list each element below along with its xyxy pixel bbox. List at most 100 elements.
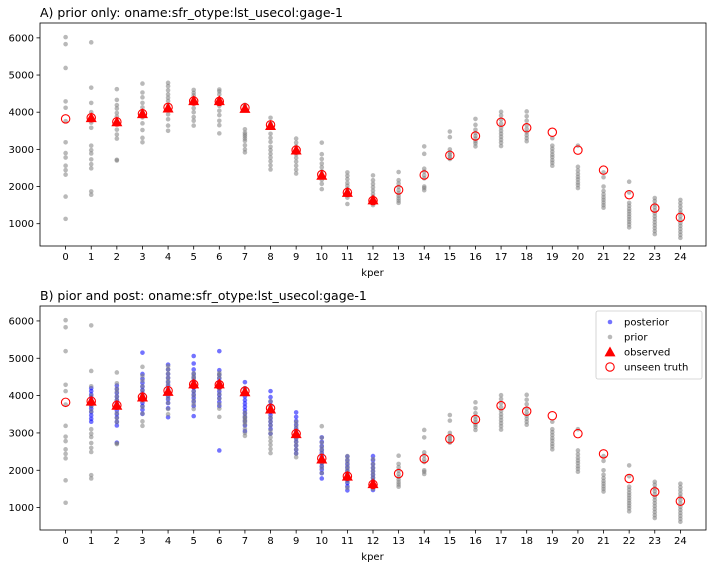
prior-point — [217, 122, 222, 128]
x-tick-label: 24 — [674, 536, 687, 547]
observed-point — [111, 116, 123, 127]
posterior-point — [191, 353, 196, 359]
prior-point — [319, 444, 325, 450]
prior-point — [217, 131, 222, 136]
prior-point — [217, 391, 222, 397]
prior-point — [652, 198, 658, 204]
x-tick-label: 5 — [191, 252, 197, 263]
prior-point — [191, 398, 196, 403]
prior-point — [165, 95, 171, 101]
prior-point — [626, 190, 632, 195]
x-tick-label: 12 — [367, 252, 380, 263]
y-tick-label: 3000 — [9, 428, 34, 439]
prior-point — [524, 410, 529, 415]
unseen-truth-point — [675, 496, 686, 507]
posterior-point — [293, 410, 299, 415]
prior-point — [524, 397, 529, 403]
prior-point — [498, 113, 504, 118]
prior-point — [191, 109, 196, 115]
x-tick-label: 20 — [572, 536, 585, 547]
prior-point — [396, 484, 401, 489]
observed-point — [213, 95, 225, 106]
prior-point — [217, 118, 222, 124]
prior-point — [678, 200, 683, 206]
prior-point — [498, 427, 504, 432]
prior-point — [165, 363, 171, 369]
prior-point — [88, 426, 94, 432]
observed-point — [316, 453, 328, 464]
prior-point — [447, 129, 453, 134]
panel-b: B) pior and post: oname:sfr_otype:lst_us… — [9, 288, 707, 563]
prior-point — [319, 164, 325, 170]
prior-point — [217, 112, 222, 118]
unseen-truth-point — [137, 392, 148, 402]
prior-point — [88, 85, 94, 90]
y-tick-label: 5000 — [9, 354, 34, 365]
panel-a-xlabel: kper — [361, 268, 384, 279]
x-tick-label: 19 — [546, 536, 559, 547]
observed-point — [367, 478, 379, 489]
prior-point — [63, 150, 68, 156]
prior-point — [268, 423, 273, 428]
prior-point — [140, 388, 145, 394]
prior-point — [63, 348, 68, 354]
prior-point — [88, 161, 94, 167]
prior-point — [345, 170, 350, 175]
x-tick-label: 21 — [597, 252, 610, 263]
prior-point — [63, 478, 68, 483]
prior-point — [473, 127, 478, 132]
unseen-truth-point — [265, 120, 276, 130]
observed-point — [111, 399, 123, 410]
prior-point — [191, 406, 196, 412]
unseen-truth-point — [419, 170, 429, 180]
prior-point — [63, 172, 68, 177]
observed-point — [341, 186, 353, 197]
x-tick-label: 18 — [520, 252, 533, 263]
x-tick-label: 11 — [341, 252, 354, 263]
prior-point — [678, 497, 683, 503]
prior-point — [524, 126, 529, 132]
x-tick-label: 14 — [418, 536, 431, 547]
prior-point — [601, 489, 606, 494]
x-tick-label: 22 — [623, 536, 636, 547]
prior-point — [678, 519, 683, 525]
prior-point — [114, 410, 120, 416]
observed-point — [239, 102, 251, 113]
prior-point — [498, 396, 504, 402]
prior-point — [345, 457, 350, 462]
prior-point — [268, 419, 273, 424]
prior-point — [140, 90, 145, 95]
unseen-truth-point — [291, 428, 301, 439]
prior-point — [345, 201, 350, 207]
prior-point — [88, 431, 94, 436]
prior-point — [63, 105, 68, 111]
prior-point — [114, 389, 120, 395]
prior-point — [165, 80, 171, 86]
prior-point — [191, 105, 196, 111]
prior-point — [345, 176, 350, 182]
prior-point — [242, 150, 248, 155]
prior-point — [678, 217, 683, 222]
x-tick-label: 7 — [242, 536, 248, 547]
prior-point — [345, 485, 350, 491]
unseen-truth-point — [573, 428, 583, 439]
prior-point — [293, 423, 299, 429]
prior-point — [498, 423, 504, 429]
prior-point — [268, 158, 273, 164]
unseen-truth-point — [393, 185, 404, 195]
legend-frame — [595, 310, 703, 380]
x-tick-label: 21 — [597, 536, 610, 547]
x-tick-label: 24 — [674, 252, 687, 263]
prior-point — [678, 484, 683, 490]
panel-b-title: B) pior and post: oname:sfr_otype:lst_us… — [40, 288, 367, 303]
prior-point — [370, 181, 376, 187]
prior-point — [293, 419, 299, 425]
prior-point — [678, 481, 683, 487]
prior-point — [575, 448, 581, 453]
x-tick-label: 10 — [315, 536, 328, 547]
prior-point — [63, 65, 68, 71]
prior-point — [550, 419, 555, 425]
y-tick-label: 4000 — [9, 391, 34, 402]
y-tick-label: 4000 — [9, 108, 34, 119]
unseen-truth-point — [112, 400, 122, 411]
